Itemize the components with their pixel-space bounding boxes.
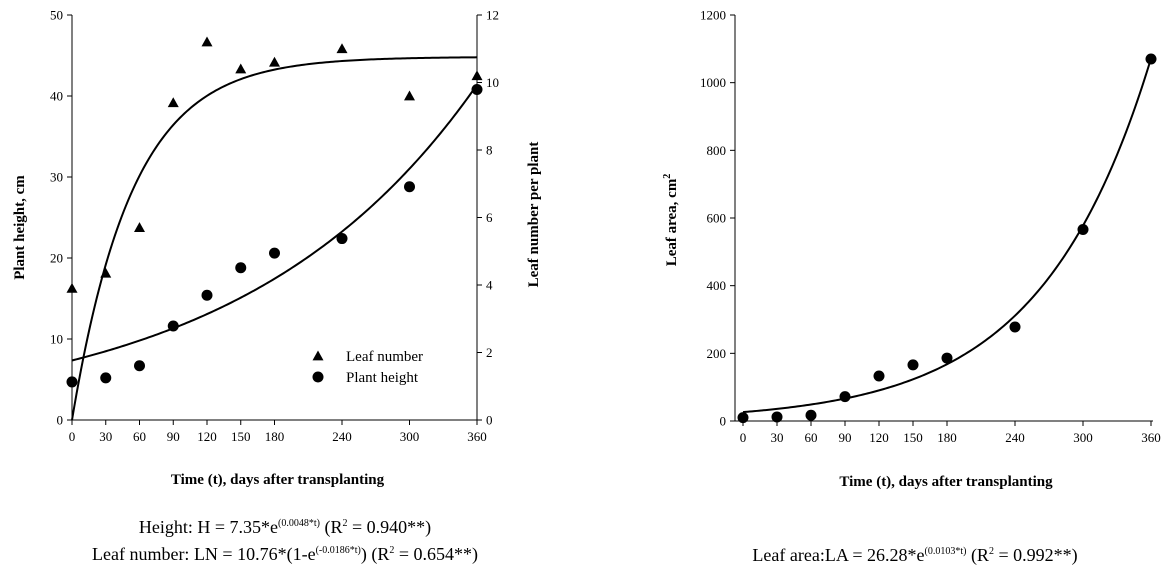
legend-plant-height-marker [312,371,324,383]
leaf-number-point [66,282,78,293]
leaf-area-point [873,370,885,382]
plant-height-point [201,289,213,301]
plant-height-point [134,360,145,372]
plant-height-point [404,181,415,193]
caption-height-equation: Height: H = 7.35*e(0.0048*t) (R2 = 0.940… [138,517,432,537]
plant-height-point [269,247,280,259]
x-tick-label: 300 [1073,430,1093,445]
y-tick-label: 800 [707,143,727,158]
x-tick-label: 300 [400,429,420,444]
plant-height-point [336,233,348,245]
leaf-area-point [907,359,919,371]
y-right-tick-label: 10 [486,75,499,90]
legend-leaf-number-label: Leaf number [346,349,423,365]
leaf-area-point [1077,224,1089,236]
y-left-tick-label: 30 [50,170,63,185]
leaf-number-point [471,70,483,81]
x-axis-title: Time (t), days after transplanting [839,474,1053,490]
legend-leaf-number-marker [312,350,324,361]
y-right-tick-label: 4 [486,278,493,293]
leaf-area-point [805,409,817,421]
caption-leaf-number-equation: Leaf number: LN = 10.76*(1-e(-0.0186*t))… [91,544,478,564]
y-right-axis-title: Leaf number per plant [526,142,542,288]
leaf-area-point [1145,53,1157,65]
x-tick-label: 30 [771,430,784,445]
y-left-tick-label: 40 [50,89,63,104]
x-tick-label: 240 [332,429,352,444]
plant-height-point [235,262,247,274]
y-left-tick-label: 20 [50,251,63,266]
leaf-number-point [336,43,348,54]
y-tick-label: 1000 [700,75,726,90]
leaf-area-point [1009,321,1021,333]
x-tick-label: 180 [265,429,285,444]
plant-height-point [66,376,78,388]
x-tick-label: 60 [805,430,818,445]
x-tick-label: 150 [231,429,251,444]
x-tick-label: 240 [1005,430,1025,445]
x-tick-label: 0 [69,429,76,444]
y-left-axis-title: Plant height, cm [12,175,28,280]
caption-leaf-area-equation: Leaf area:LA = 26.28*e(0.0103*t) (R2 = 0… [752,545,1078,565]
plant-height-point [100,372,112,384]
leaf-area-point [839,391,851,403]
x-tick-label: 180 [937,430,957,445]
y-right-tick-label: 6 [486,210,493,225]
leaf-number-point [167,97,179,108]
leaf-number-point [404,90,415,101]
plant-height-fit-curve [71,84,478,362]
y-tick-label: 0 [720,414,727,429]
x-tick-label: 90 [167,429,180,444]
plant-height-point [471,84,483,96]
y-tick-label: 1200 [700,8,726,23]
leaf-number-point [269,56,280,67]
leaf-number-point [134,222,145,233]
leaf-area-point [737,412,749,424]
y-tick-label: 400 [707,278,727,293]
y-left-tick-label: 0 [57,413,64,428]
caption-left: Height: H = 7.35*e(0.0048*t) (R2 = 0.940… [20,512,550,566]
leaf-area-point [771,411,783,423]
y-right-tick-label: 2 [486,345,493,360]
leaf-number-point [201,36,213,47]
y-tick-label: 200 [707,346,727,361]
leaf-number-point [100,267,112,278]
y-right-tick-label: 0 [486,413,493,428]
x-tick-label: 90 [839,430,852,445]
caption-right: Leaf area:LA = 26.28*e(0.0103*t) (R2 = 0… [680,540,1150,567]
leaf-number-fit-curve [71,56,478,421]
chart-right: 0 200 400 600 800 1000 1200 0 30 60 90 120 150 180 240… [662,8,1161,491]
x-tick-label: 120 [869,430,889,445]
x-tick-label: 0 [740,430,747,445]
x-tick-label: 360 [467,429,487,444]
legend-plant-height-label: Plant height [346,370,419,386]
y-right-tick-label: 8 [486,143,493,158]
x-tick-label: 360 [1141,430,1161,445]
x-tick-label: 30 [99,429,112,444]
y-right-tick-label: 12 [486,8,499,23]
x-tick-label: 150 [903,430,923,445]
leaf-number-point [235,63,247,74]
leaf-area-point [941,352,953,364]
x-tick-label: 120 [197,429,217,444]
y-tick-label: 600 [707,211,727,226]
y-axis-title: Leaf area, cm2 [662,174,680,267]
y-left-tick-label: 50 [50,8,63,23]
x-tick-label: 60 [133,429,146,444]
plant-height-point [167,320,179,332]
y-left-tick-label: 10 [50,332,63,347]
x-axis-title: Time (t), days after transplanting [171,472,385,488]
